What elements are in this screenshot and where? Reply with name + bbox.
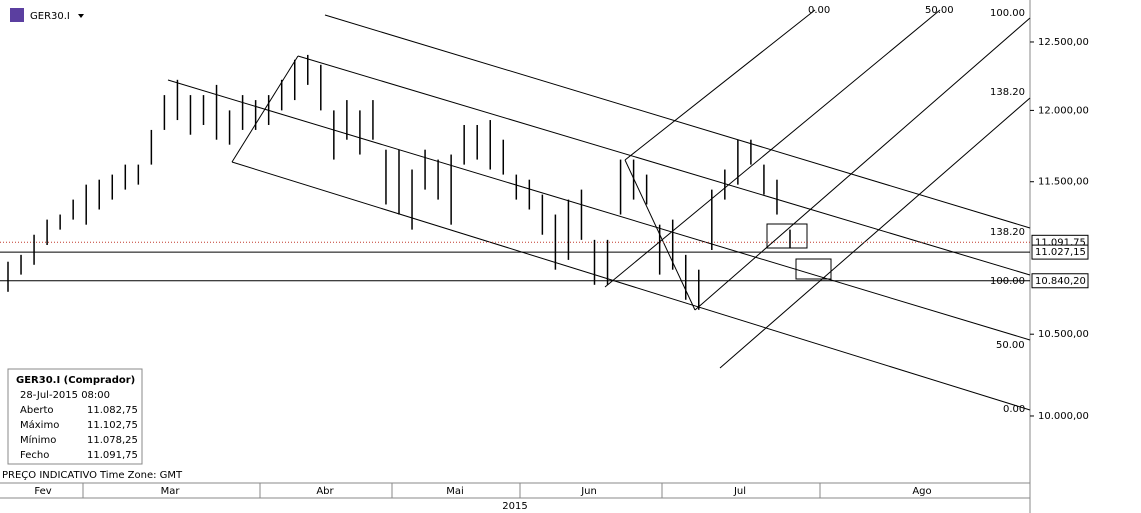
info-title: GER30.I (Comprador) (16, 375, 135, 386)
drawing-label: 138.20 (990, 227, 1025, 238)
footer-timezone: Time Zone: GMT (99, 470, 183, 481)
month-label: Jul (733, 486, 746, 497)
info-label: Fecho (20, 450, 49, 461)
info-value: 11.102,75 (87, 420, 138, 431)
trend-line (297, 55, 1031, 276)
info-label: Máximo (20, 419, 59, 431)
info-value: 11.091,75 (87, 450, 138, 461)
month-label: Abr (316, 486, 334, 497)
dropdown-arrow[interactable] (78, 14, 84, 18)
info-label: Aberto (20, 405, 54, 416)
info-value: 11.078,25 (87, 435, 138, 446)
drawings (167, 9, 1031, 411)
month-label: Mar (161, 486, 181, 497)
trend-line (719, 97, 1031, 369)
drawing-label: 138.20 (990, 87, 1025, 98)
trend-line (231, 55, 299, 163)
trend-line (604, 9, 941, 288)
marker-box (766, 223, 808, 249)
trend-line (231, 161, 1031, 411)
year-label: 2015 (502, 501, 527, 512)
drawing-label: 50.00 (925, 5, 954, 16)
price-tag-label: 10.840,20 (1035, 276, 1086, 287)
drawing-label: 100.00 (990, 276, 1025, 287)
info-box (7, 368, 143, 465)
price-tag (1031, 244, 1089, 260)
info-datetime: 28-Jul-2015 08:00 (20, 390, 110, 401)
y-tick-label: 11.500,00 (1038, 177, 1089, 188)
month-label: Mai (446, 486, 464, 497)
drawing-label: 0.00 (808, 5, 830, 16)
y-tick-label: 10.500,00 (1038, 329, 1089, 340)
footer-note: PREÇO INDICATIVO (2, 470, 97, 481)
y-tick-label: 10.000,00 (1038, 411, 1089, 422)
month-label: Jun (580, 486, 597, 497)
info-value: 11.082,75 (87, 405, 138, 416)
month-label: Fev (34, 486, 51, 497)
y-tick-label: 12.000,00 (1038, 105, 1089, 116)
price-tag-label: 11.091,75 (1035, 237, 1086, 248)
month-label: Ago (912, 486, 931, 497)
trend-line (694, 17, 1031, 311)
trend-line (324, 14, 1031, 229)
drawing-label: 50.00 (996, 340, 1025, 351)
trend-line (624, 9, 816, 161)
trend-line (167, 79, 1031, 341)
info-label: Mínimo (20, 434, 56, 446)
marker-box (795, 258, 832, 280)
price-tag (1031, 273, 1089, 289)
drawing-label: 100.00 (990, 8, 1025, 19)
price-tag-label: 11.027,15 (1035, 247, 1086, 258)
y-tick-label: 12.500,00 (1038, 37, 1089, 48)
symbol-icon (10, 8, 24, 22)
drawing-label: 0.00 (1003, 404, 1025, 415)
symbol: GER30.I (30, 11, 70, 22)
